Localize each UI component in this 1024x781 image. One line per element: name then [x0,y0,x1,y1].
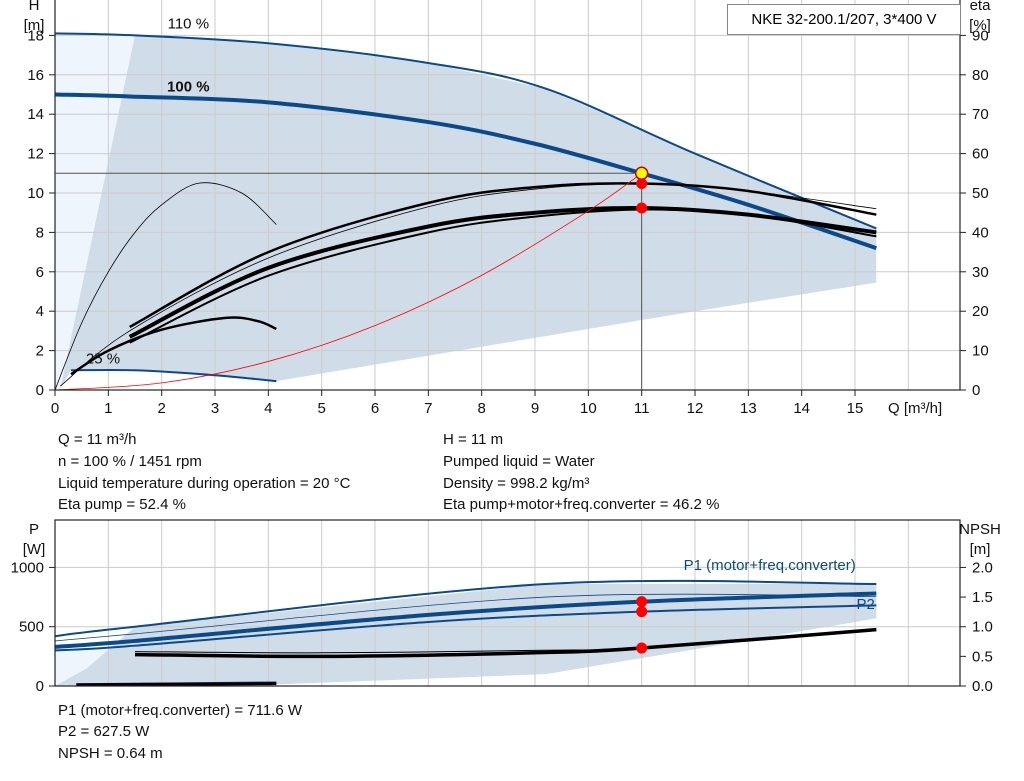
duty-point [636,642,648,654]
x-tick-label: 10 [580,400,597,417]
y2-tick-label: 50 [972,185,989,202]
curve-npsh-25 [76,682,277,687]
curve-eta-pump-25 [54,182,277,391]
y2-axis-label: NPSH [959,521,1001,538]
plot-frame [54,519,961,687]
x-tick-label: 2 [157,400,165,417]
y2-tick-label: 0.0 [972,678,993,695]
y-tick-label: 8 [36,224,44,241]
operating-range-area [60,35,877,390]
x-tick-label: 4 [264,400,272,417]
y-tick-label: 1000 [11,559,44,576]
y2-axis-label: eta [970,0,992,14]
info-h: H = 11 m [443,431,504,448]
x-tick-label: 14 [793,400,810,417]
curve-eta-thin-100 [60,183,877,387]
info-eta-total: Eta pump+motor+freq.converter = 46.2 % [443,496,720,513]
info-density: Density = 998.2 kg/m³ [443,475,590,492]
duty-point [636,606,648,618]
x-tick-label: 5 [317,400,325,417]
y-tick-label: 0 [36,678,44,695]
info-temperature: Liquid temperature during operation = 20… [58,475,351,492]
info-liquid: Pumped liquid = Water [443,453,595,470]
x-axis-label: Q [m³/h] [888,400,942,417]
x-tick-label: 6 [371,400,379,417]
pump-title: NKE 32-200.1/207, 3*400 V [727,4,961,35]
x-tick-label: 9 [531,400,539,417]
x-tick-label: 1 [104,400,112,417]
x-tick-label: 8 [477,400,485,417]
duty-point [636,178,648,190]
x-tick-label: 13 [740,400,757,417]
info-p1: P1 (motor+freq.converter) = 711.6 W [58,702,302,719]
x-tick-label: 11 [634,400,650,417]
y-tick-label: 16 [27,67,44,84]
curve-p2-100 [54,604,877,652]
x-tick-label: 0 [51,400,59,417]
operating-range-light [55,33,135,391]
y2-tick-label: 2.0 [972,559,993,576]
curve-head-25 [70,368,277,383]
x-tick-label: 3 [211,400,219,417]
duty-point [636,596,648,608]
y-tick-label: 12 [27,146,44,163]
info-speed: n = 100 % / 1451 rpm [58,453,202,470]
y-axis-unit: [W] [23,541,46,558]
y2-tick-label: 1.5 [972,589,993,606]
curve-p1-thin [54,593,877,642]
y2-tick-label: 0.5 [972,648,993,665]
curve-system-curve [54,172,642,391]
y2-tick-label: 1.0 [972,619,993,636]
duty-point [636,202,648,214]
curve-p1-110 [54,579,877,638]
y2-tick-label: 40 [972,224,989,241]
x-tick-label: 15 [847,400,864,417]
y2-axis-unit: [m] [970,541,991,558]
curve-p1-100 [54,591,877,649]
info-p2: P2 = 627.5 W [58,723,150,740]
y-tick-label: 6 [36,264,44,281]
y2-tick-label: 60 [972,146,989,163]
x-tick-label: 7 [424,400,432,417]
series-label: P2 [856,596,874,613]
y-tick-label: 10 [27,185,44,202]
speed-label: 110 % [168,16,209,33]
y2-tick-label: 80 [972,67,989,84]
y-axis-label: H [29,0,40,14]
series-label: P1 (motor+freq.converter) [684,557,856,574]
speed-label: 100 % [167,79,210,96]
y2-tick-label: 0 [972,382,980,399]
y-tick-label: 2 [36,343,44,360]
curve-eta-total-25 [70,316,277,376]
curve-head-100 [54,92,877,251]
operating-point [634,166,649,181]
curve-npsh [134,627,877,659]
y2-tick-label: 90 [972,27,989,44]
y-tick-label: 500 [19,619,44,636]
y-tick-label: 18 [27,27,44,44]
y-tick-label: 0 [36,382,44,399]
y2-tick-label: 10 [972,343,989,360]
curve-head-110 [54,32,877,230]
info-npsh: NPSH = 0.64 m [58,745,163,762]
y2-tick-label: 30 [972,264,989,281]
y2-tick-label: 70 [972,106,989,123]
y-axis-label: P [29,521,39,538]
y2-tick-label: 20 [972,303,989,320]
curve-eta-total-lower [129,208,877,344]
info-eta-pump: Eta pump = 52.4 % [58,496,186,513]
speed-label: 25 % [86,350,120,367]
y-tick-label: 4 [36,303,44,320]
x-tick-label: 12 [687,400,704,417]
y-tick-label: 14 [27,106,44,123]
y2-axis-unit: [%] [969,17,991,34]
info-q: Q = 11 m³/h [58,431,137,448]
y-axis-unit: [m] [24,17,45,34]
operating-range-area [55,584,877,686]
